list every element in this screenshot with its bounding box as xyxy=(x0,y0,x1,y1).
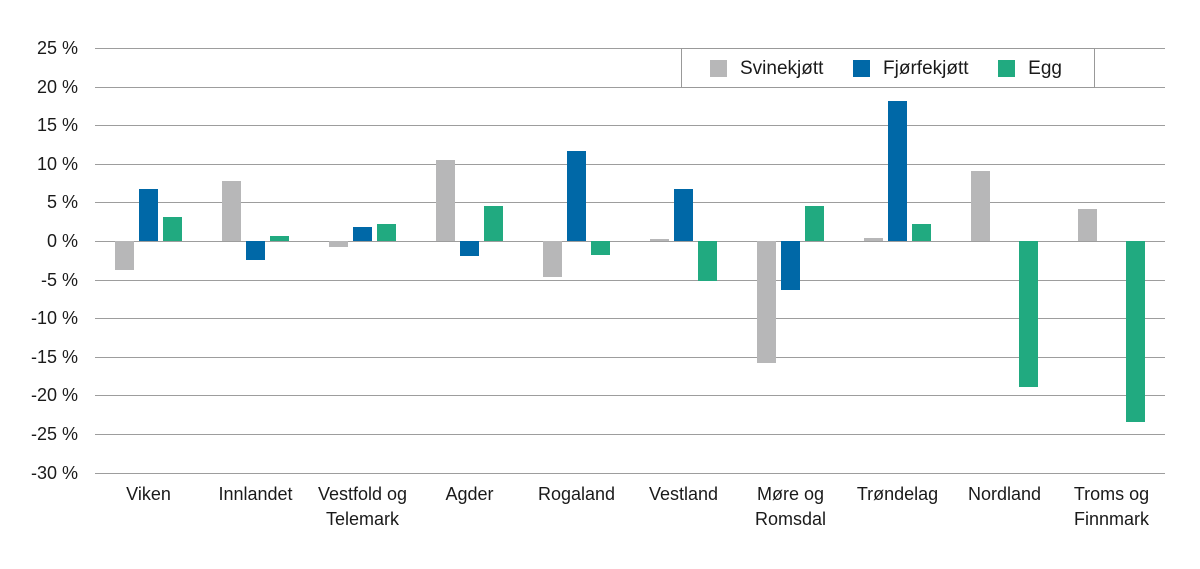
bar-fj-rfekj-tt-vestfold-og-telemark xyxy=(353,227,372,241)
y-tick-label--5: -5 % xyxy=(40,269,78,290)
gridline-5 xyxy=(95,202,1165,204)
legend: Svinekjøtt Fjørfekjøtt Egg xyxy=(681,48,1095,88)
legend-label-svinekj-tt: Svinekjøtt xyxy=(740,57,824,79)
bar-egg-agder xyxy=(484,206,503,241)
gridline-15 xyxy=(95,125,1165,127)
bar-egg-viken xyxy=(163,217,182,241)
bar-svinekj-tt-innlandet xyxy=(222,180,241,241)
gridline-25 xyxy=(95,48,1165,50)
gridline--5 xyxy=(95,279,1165,281)
legend-swatch-egg xyxy=(998,59,1016,77)
gridline--10 xyxy=(95,318,1165,320)
y-tick-label-10: 10 % xyxy=(36,153,78,174)
x-category-label-vestfold-og-telemark: Vestfold og Telemark xyxy=(317,484,408,529)
gridline--20 xyxy=(95,395,1165,397)
gridline-10 xyxy=(95,163,1165,165)
bar-egg-innlandet xyxy=(270,235,289,241)
y-tick-label-20: 20 % xyxy=(36,76,78,97)
bar-egg-vestfold-og-telemark xyxy=(377,224,396,241)
bar-svinekj-tt-rogaland xyxy=(543,241,562,277)
legend-item-svinekj-tt: Svinekjøtt xyxy=(710,59,823,78)
bar-fj-rfekj-tt-agder xyxy=(460,241,479,257)
bar-egg-m-re-og-romsdal xyxy=(805,206,824,241)
gridline--30 xyxy=(95,472,1165,474)
bar-fj-rfekj-tt-m-re-og-romsdal xyxy=(781,241,800,290)
y-tick-label--20: -20 % xyxy=(30,385,78,406)
x-category-label-tr-ndelag: Trøndelag xyxy=(856,484,939,504)
y-tick-label--10: -10 % xyxy=(30,308,78,329)
y-tick-label-25: 25 % xyxy=(36,38,78,59)
bar-fj-rfekj-tt-rogaland xyxy=(567,151,586,241)
x-category-label-nordland: Nordland xyxy=(967,484,1042,504)
legend-swatch-svinekj-tt xyxy=(710,59,727,77)
bar-egg-vestland xyxy=(698,241,717,282)
x-category-label-agder: Agder xyxy=(445,484,494,504)
gridline-20 xyxy=(95,86,1165,88)
legend-item-fj-rfekj-tt: Fjørfekjøtt xyxy=(853,59,969,78)
bar-svinekj-tt-tr-ndelag xyxy=(864,237,883,241)
bar-svinekj-tt-m-re-og-romsdal xyxy=(757,241,776,363)
bar-fj-rfekj-tt-vestland xyxy=(674,189,693,241)
x-category-label-troms-og-finnmark: Troms og Finnmark xyxy=(1073,484,1150,529)
legend-swatch-fj-rfekj-tt xyxy=(853,59,871,77)
gridline-0 xyxy=(95,241,1165,242)
x-category-label-viken: Viken xyxy=(126,484,171,504)
bar-svinekj-tt-troms-og-finnmark xyxy=(1078,209,1097,241)
bar-svinekj-tt-vestland xyxy=(650,238,669,241)
x-category-label-vestland: Vestland xyxy=(648,484,719,504)
y-tick-label-0: 0 % xyxy=(46,231,78,251)
y-tick-label-5: 5 % xyxy=(46,192,78,213)
y-tick-label--15: -15 % xyxy=(30,346,78,367)
y-tick-label-15: 15 % xyxy=(36,115,78,136)
bar-svinekj-tt-viken xyxy=(115,241,134,270)
bar-egg-rogaland xyxy=(591,241,610,255)
x-category-label-rogaland: Rogaland xyxy=(537,484,616,504)
bar-fj-rfekj-tt-viken xyxy=(139,189,158,241)
bar-svinekj-tt-vestfold-og-telemark xyxy=(329,241,348,248)
bar-svinekj-tt-nordland xyxy=(971,170,990,241)
bar-svinekj-tt-agder xyxy=(436,159,455,241)
x-category-label-m-re-og-romsdal: Møre og Romsdal xyxy=(754,484,827,529)
gridline--15 xyxy=(95,356,1165,358)
legend-label-fj-rfekj-tt: Fjørfekjøtt xyxy=(883,57,969,79)
bar-egg-nordland xyxy=(1019,241,1038,387)
legend-item-egg: Egg xyxy=(998,59,1062,78)
bar-egg-tr-ndelag xyxy=(912,224,931,241)
bar-fj-rfekj-tt-tr-ndelag xyxy=(888,100,907,241)
gridline--25 xyxy=(95,433,1165,435)
y-tick-label--30: -30 % xyxy=(30,462,78,483)
bar-fj-rfekj-tt-innlandet xyxy=(246,241,265,260)
legend-label-egg: Egg xyxy=(1028,57,1062,79)
bar-egg-troms-og-finnmark xyxy=(1126,241,1145,423)
y-tick-label--25: -25 % xyxy=(30,423,78,444)
x-category-label-innlandet: Innlandet xyxy=(218,484,293,504)
